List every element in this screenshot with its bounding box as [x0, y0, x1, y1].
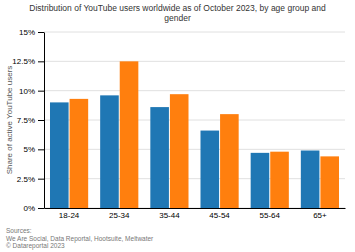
tick-label: 25-34	[109, 211, 130, 220]
tick-label: 0%	[23, 204, 35, 213]
tick: 10%	[19, 87, 44, 96]
grid-line	[44, 178, 345, 179]
bar	[150, 107, 169, 208]
tick-label: 15%	[19, 28, 35, 37]
tick-mark	[38, 91, 44, 92]
axis-line	[44, 33, 45, 209]
tick: 5%	[23, 145, 44, 154]
grid-line	[44, 149, 345, 150]
tick-mark	[38, 149, 44, 150]
tick-mark	[38, 179, 44, 180]
title: Distribution of YouTube users worldwide …	[29, 3, 326, 23]
y-axis: 0% 2.5% 5% 7.5% 10% 12.5% 15%	[12, 28, 44, 213]
tick-label: 12.5%	[12, 57, 35, 66]
tick: 35-44	[159, 211, 180, 220]
tick-label: 18-24	[59, 211, 80, 220]
chart: Distribution of YouTube users worldwide …	[0, 0, 355, 252]
bar	[220, 114, 239, 208]
tick: 7.5%	[17, 116, 44, 125]
grid-line	[44, 90, 345, 91]
tick-mark	[38, 32, 44, 33]
tick-label: 5%	[23, 145, 35, 154]
x-axis: 18-24 25-34 35-44 45-54 55-64 65+	[45, 209, 346, 220]
annotation: Sources:We Are Social, Data Reportal, Ho…	[6, 227, 154, 250]
tick: 55-64	[260, 211, 281, 220]
series	[70, 61, 339, 208]
tick: 45-54	[209, 211, 230, 220]
grid-line	[44, 32, 345, 33]
tick: 15%	[19, 28, 44, 37]
plot: 0% 2.5% 5% 7.5% 10% 12.5% 15% 18-24 25-34 35-44 45…	[12, 28, 345, 220]
tick: 12.5%	[12, 57, 44, 66]
tick-label: 45-54	[209, 211, 230, 220]
tick-label: 65+	[313, 211, 327, 220]
bar	[301, 151, 320, 208]
bar	[70, 99, 89, 208]
bar	[120, 61, 139, 208]
bars	[50, 61, 339, 208]
tick-label: 55-64	[260, 211, 281, 220]
tick: 18-24	[59, 211, 80, 220]
axis-line	[45, 208, 346, 209]
bar	[50, 102, 69, 208]
tick-mark	[38, 61, 44, 62]
tick-mark	[38, 120, 44, 121]
bar	[251, 153, 270, 208]
grid	[44, 32, 345, 208]
tick: 25-34	[109, 211, 130, 220]
bar	[170, 94, 189, 208]
tick-mark	[38, 208, 44, 209]
bar	[200, 131, 219, 208]
tick: 0%	[23, 204, 44, 213]
tick-label: 10%	[19, 87, 35, 96]
tick-label: 7.5%	[17, 116, 35, 125]
tick: 65+	[313, 211, 327, 220]
tick-label: 2.5%	[17, 175, 35, 184]
bar	[320, 156, 339, 208]
y-label: Share of active YouTube users	[5, 66, 14, 175]
grid-line	[44, 120, 345, 121]
tick-label: 35-44	[159, 211, 180, 220]
grid-line	[44, 61, 345, 62]
bar	[270, 152, 289, 208]
grid-line	[44, 208, 345, 209]
tick: 2.5%	[17, 175, 44, 184]
bar	[100, 95, 119, 208]
